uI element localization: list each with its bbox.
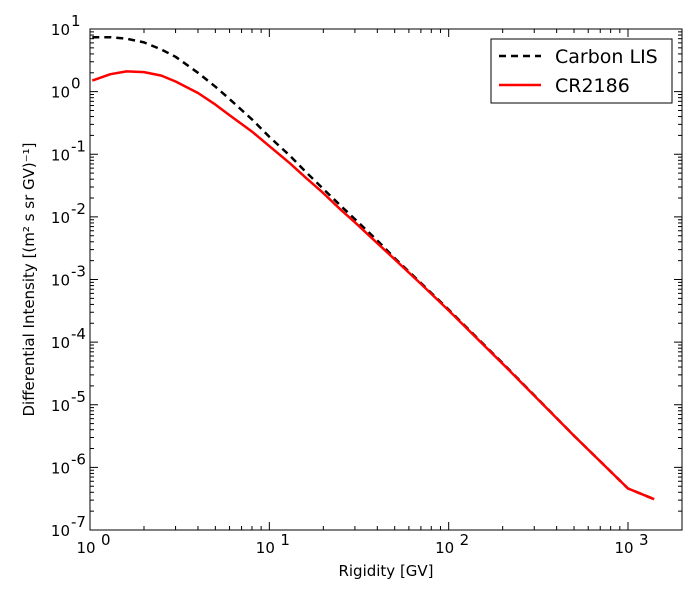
x-axis-label: Rigidity [GV] bbox=[338, 562, 433, 580]
x-tick-label: 10 bbox=[76, 539, 95, 557]
y-tick-exponent: -7 bbox=[71, 513, 86, 531]
ticks: 10 0 10 1 10 2 10 310 -710 -610 -510 -410 -310 -210 -1… bbox=[51, 12, 683, 557]
y-tick-exponent: -5 bbox=[71, 388, 86, 406]
x-tick-label: 10 bbox=[614, 539, 633, 557]
y-tick-exponent: 1 bbox=[71, 12, 81, 30]
y-tick-label: 10 bbox=[51, 209, 70, 227]
y-tick-exponent: -2 bbox=[71, 200, 86, 218]
legend-box bbox=[490, 38, 673, 104]
y-tick-label: 10 bbox=[51, 272, 70, 290]
y-tick-label: 10 bbox=[51, 397, 70, 415]
y-tick-label: 10 bbox=[51, 459, 70, 477]
legend: Carbon LIS CR2186 bbox=[490, 38, 673, 104]
y-tick-label: 10 bbox=[51, 84, 70, 102]
x-tick-exponent: 3 bbox=[639, 531, 649, 549]
y-tick-label: 10 bbox=[51, 522, 70, 540]
x-tick-label: 10 bbox=[435, 539, 454, 557]
x-tick-label: 10 bbox=[256, 539, 275, 557]
series-line-cr2186 bbox=[91, 70, 655, 501]
x-tick-exponent: 0 bbox=[101, 531, 111, 549]
x-tick-exponent: 1 bbox=[280, 531, 290, 549]
y-tick-label: 10 bbox=[51, 334, 70, 352]
y-axis-label: Differential Intensity [(m² s sr GV)⁻¹] bbox=[20, 142, 38, 416]
plot-frame bbox=[89, 28, 683, 531]
y-tick-exponent: -4 bbox=[71, 325, 86, 343]
legend-label: CR2186 bbox=[555, 75, 630, 97]
plot-area bbox=[91, 35, 655, 501]
x-tick-exponent: 2 bbox=[460, 531, 470, 549]
legend-label: Carbon LIS bbox=[555, 46, 658, 68]
y-tick-exponent: -3 bbox=[71, 263, 86, 281]
y-tick-exponent: 0 bbox=[71, 75, 81, 93]
y-tick-label: 10 bbox=[51, 146, 70, 164]
y-tick-label: 10 bbox=[51, 21, 70, 39]
y-tick-exponent: -1 bbox=[71, 137, 86, 155]
y-tick-exponent: -6 bbox=[71, 450, 86, 468]
